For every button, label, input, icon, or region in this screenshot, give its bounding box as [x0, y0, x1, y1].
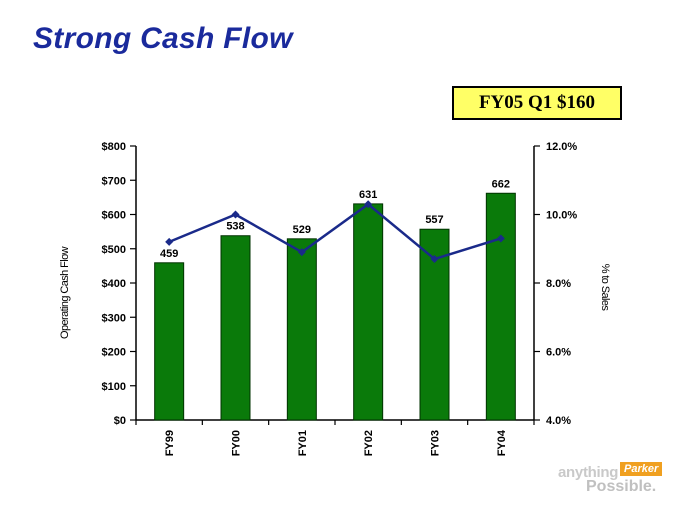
bar-fy00: [220, 235, 251, 421]
y-tick-label-left: $500: [102, 244, 126, 256]
pct-to-sales-point: [430, 255, 439, 264]
y-tick-label-left: $100: [102, 381, 126, 393]
bar-value-label: 459: [160, 248, 178, 260]
y-tick-label-left: $200: [102, 347, 126, 359]
bar-fy03: [419, 228, 450, 421]
bar-value-label: 662: [492, 178, 510, 190]
bar-value-label: 557: [425, 214, 443, 226]
bar-fy01: [286, 238, 317, 421]
bar-value-label: 631: [359, 189, 377, 201]
logo-text-possible: Possible.: [586, 478, 657, 495]
y-tick-label-right: 6.0%: [546, 347, 571, 359]
x-tick-label: FY02: [363, 430, 375, 456]
slide-title: Strong Cash Flow: [33, 22, 293, 55]
bar-value-label: 538: [226, 221, 244, 233]
pct-to-sales-point: [496, 234, 505, 243]
x-tick-label: FY00: [231, 430, 243, 456]
y-tick-label-right: 4.0%: [546, 415, 571, 427]
logo-brand-badge: Parker: [620, 462, 663, 476]
bar-fy04: [485, 192, 516, 421]
y-tick-label-left: $700: [102, 175, 126, 187]
y-tick-label-right: 8.0%: [546, 278, 571, 290]
pct-to-sales-point: [231, 210, 240, 219]
x-tick-label: FY04: [496, 429, 508, 456]
y-tick-label-left: $600: [102, 210, 126, 222]
pct-to-sales-point: [297, 248, 306, 257]
y-axis-title-left: Operating Cash Flow: [59, 246, 71, 339]
pct-to-sales-line: [168, 202, 502, 261]
y-axis-title-right: % to Sales: [599, 264, 611, 312]
x-tick-label: FY01: [297, 430, 309, 456]
bar-fy02: [353, 203, 384, 421]
y-tick-label-right: 10.0%: [546, 210, 577, 222]
x-tick-label: FY03: [430, 430, 442, 456]
parker-logo: anything Parker Possible.: [558, 462, 668, 498]
pct-to-sales-point: [165, 237, 174, 246]
pct-to-sales-point: [364, 200, 373, 209]
bar-value-label: 529: [293, 224, 311, 236]
y-tick-label-left: $800: [102, 141, 126, 153]
x-tick-label: FY99: [164, 430, 176, 456]
fy05-q1-callout: FY05 Q1 $160: [452, 86, 622, 120]
y-tick-label-right: 12.0%: [546, 141, 577, 153]
y-tick-label-left: $400: [102, 278, 126, 290]
y-tick-label-left: $0: [114, 415, 126, 427]
logo-text-anything: anything: [558, 464, 619, 481]
y-tick-label-left: $300: [102, 312, 126, 324]
bar-fy99: [154, 262, 185, 421]
